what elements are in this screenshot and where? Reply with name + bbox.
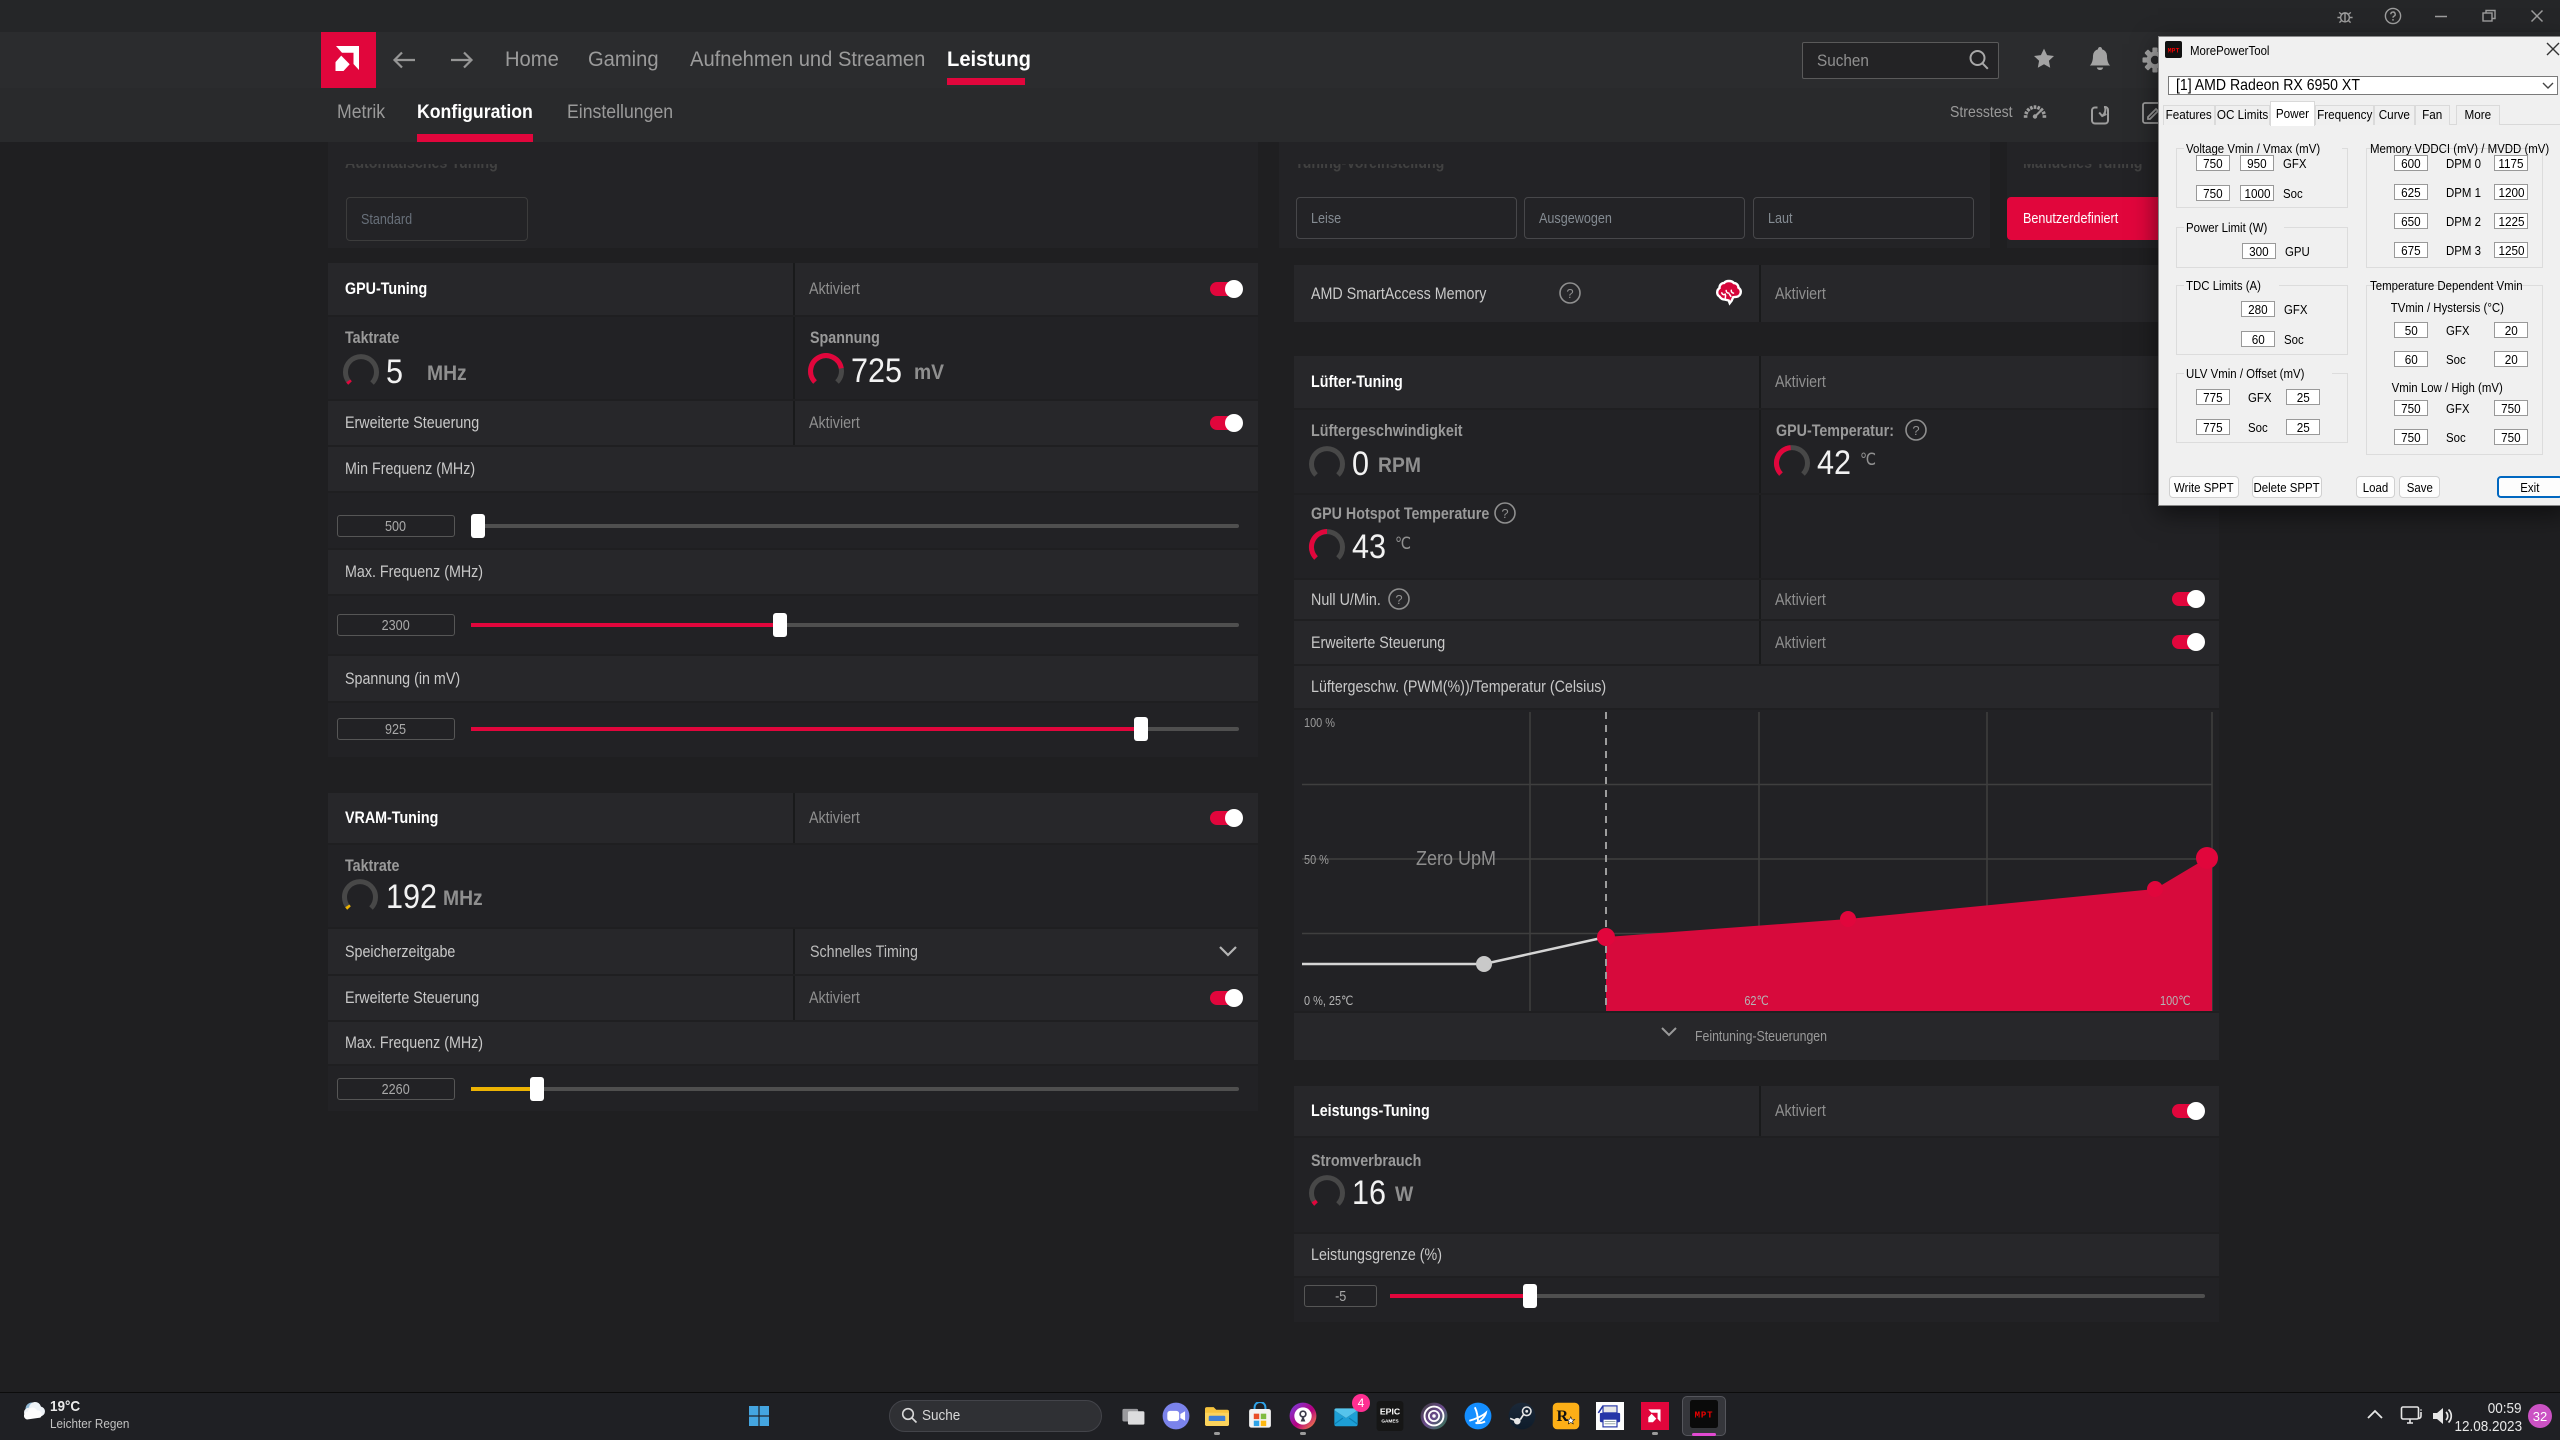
svg-text:R: R <box>1556 1407 1568 1425</box>
svg-text:?: ? <box>1912 423 1919 438</box>
svg-text:?: ? <box>1395 592 1402 607</box>
svg-text:?: ? <box>1501 506 1508 521</box>
svg-text:MPT: MPT <box>1695 1409 1714 1420</box>
svg-text:GAMES: GAMES <box>1381 1418 1398 1424</box>
svg-text:MPT: MPT <box>2168 48 2180 55</box>
svg-text:EPIC: EPIC <box>1380 1406 1401 1416</box>
svg-text:?: ? <box>1566 286 1573 301</box>
